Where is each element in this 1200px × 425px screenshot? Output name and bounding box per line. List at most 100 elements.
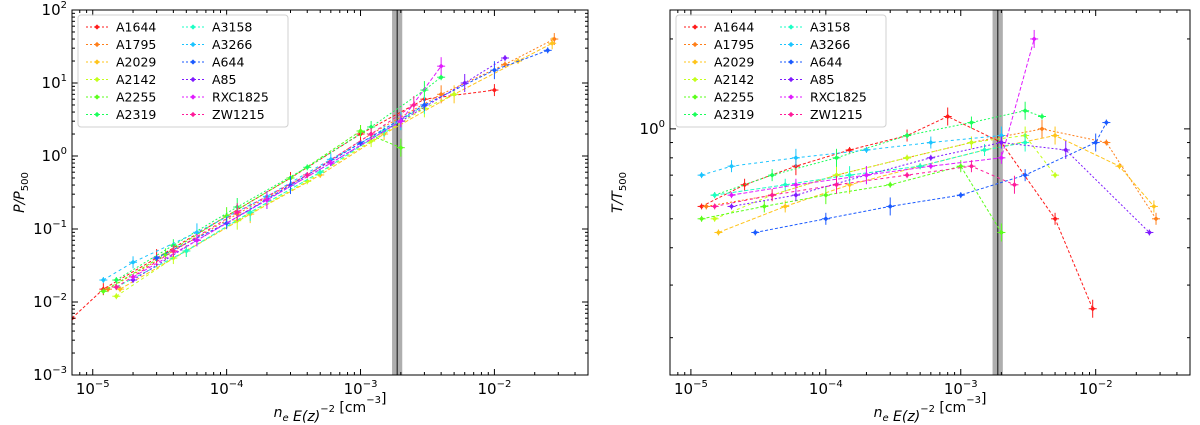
data-point xyxy=(304,164,310,170)
x-axis-label: ne E(z)−2 [cm−3] xyxy=(274,391,387,425)
tick-exponent: 2 xyxy=(61,0,67,11)
legend-swatch-marker xyxy=(788,76,794,83)
x-tick-label: 10−4 xyxy=(809,379,843,398)
data-point xyxy=(357,140,364,146)
data-point xyxy=(398,145,404,151)
tick-exponent: −3 xyxy=(52,365,67,376)
legend-label: A2029 xyxy=(116,55,156,70)
tick-base: 10 xyxy=(674,380,693,398)
x-axis-label-part: −2 xyxy=(920,404,935,415)
x-axis-label-part: −2 xyxy=(320,404,335,415)
data-point xyxy=(491,67,498,73)
data-point xyxy=(981,147,988,153)
series-A2319 xyxy=(112,74,446,284)
tick-exponent: −3 xyxy=(963,379,978,390)
tick-exponent: −4 xyxy=(229,379,244,390)
tick-base: 10 xyxy=(477,380,496,398)
data-point xyxy=(728,192,735,198)
data-point xyxy=(234,209,240,215)
legend-label: A1795 xyxy=(116,37,156,52)
data-point xyxy=(1103,119,1109,126)
x-tick-label: 10−3 xyxy=(344,379,378,398)
tick-exponent: −2 xyxy=(1098,379,1113,390)
series-line-ZW1215 xyxy=(116,104,415,288)
data-point xyxy=(712,192,718,198)
legend-box xyxy=(675,14,887,128)
legend-swatch-marker xyxy=(94,111,100,118)
data-point xyxy=(698,216,705,222)
x-axis-label-part: E(z) xyxy=(889,409,921,425)
data-point xyxy=(130,277,136,283)
data-point xyxy=(958,192,964,198)
y-tick-label: 10−2 xyxy=(33,292,67,311)
x-axis-label-part: e xyxy=(282,413,288,424)
data-point xyxy=(194,237,200,243)
data-point xyxy=(968,119,975,126)
tick-exponent: −3 xyxy=(363,379,378,390)
x-axis-label: ne E(z)−2 [cm−3] xyxy=(874,391,987,425)
data-point xyxy=(833,172,840,178)
tick-base: 10 xyxy=(210,380,229,398)
y-axis-label-part: T/T xyxy=(610,190,626,213)
legend-swatch-marker xyxy=(788,94,794,100)
axes-frame xyxy=(669,9,1191,376)
x-tick-label: 10−5 xyxy=(76,379,110,398)
data-point xyxy=(304,172,310,178)
data-point xyxy=(887,182,893,188)
legend-swatch-marker xyxy=(788,41,794,48)
data-point xyxy=(154,255,160,261)
data-point xyxy=(100,288,106,294)
data-point xyxy=(998,139,1004,146)
data-point xyxy=(904,172,910,178)
data-point xyxy=(968,163,975,169)
plot-area xyxy=(72,10,559,375)
series-line-ZW1215 xyxy=(714,165,1015,207)
legend-swatch-marker xyxy=(94,41,100,48)
data-point xyxy=(846,172,853,178)
data-point xyxy=(945,113,951,120)
chart-panel-left: 10−5 10−4 10−3 10−210−310−210−1100101102ne … xyxy=(12,0,589,425)
data-point xyxy=(411,102,417,108)
legend: A1644 A1795 A2029 A2142 A2255 A2319 A3158 A3266… xyxy=(675,14,887,128)
data-point xyxy=(549,40,555,46)
legend-label: A2029 xyxy=(714,55,754,70)
data-point xyxy=(130,259,136,265)
x-tick-label: 10−2 xyxy=(1079,379,1113,398)
legend-label: A2319 xyxy=(116,107,156,122)
x-tick-label: 10−4 xyxy=(210,379,244,398)
y-tick-label: 10−3 xyxy=(33,365,67,384)
legend-label: A2142 xyxy=(116,72,156,87)
legend-label: ZW1215 xyxy=(810,107,863,122)
data-point xyxy=(117,286,123,292)
data-point xyxy=(698,203,705,210)
data-point xyxy=(998,132,1004,139)
data-point xyxy=(491,87,498,93)
data-point xyxy=(317,169,323,175)
data-point xyxy=(421,87,428,93)
data-point xyxy=(1052,132,1058,139)
series-A3266 xyxy=(697,126,1006,179)
legend-swatch-marker xyxy=(94,76,100,83)
series-line-RXC1825 xyxy=(731,38,1035,196)
data-point xyxy=(703,203,709,210)
legend-label: ZW1215 xyxy=(212,107,265,122)
y-axis-label: P/P500 xyxy=(12,172,31,213)
legend-swatch-marker xyxy=(190,24,196,30)
series-line-A2029 xyxy=(718,134,1155,233)
data-point xyxy=(1116,163,1123,169)
data-point xyxy=(698,172,705,178)
data-point xyxy=(904,132,910,139)
series-line-A3266 xyxy=(701,135,1002,176)
legend-label: A85 xyxy=(212,72,236,87)
series-RXC1825 xyxy=(129,57,446,281)
legend-label: A3266 xyxy=(810,37,850,52)
series-ZW1215 xyxy=(710,160,1019,210)
legend-swatch-marker xyxy=(190,111,196,118)
legend-swatch-marker xyxy=(692,24,698,30)
series-A3266 xyxy=(99,112,405,284)
data-point xyxy=(887,203,893,210)
data-point xyxy=(712,216,718,222)
y-tick-label: 101 xyxy=(42,73,67,92)
data-point xyxy=(551,36,557,42)
